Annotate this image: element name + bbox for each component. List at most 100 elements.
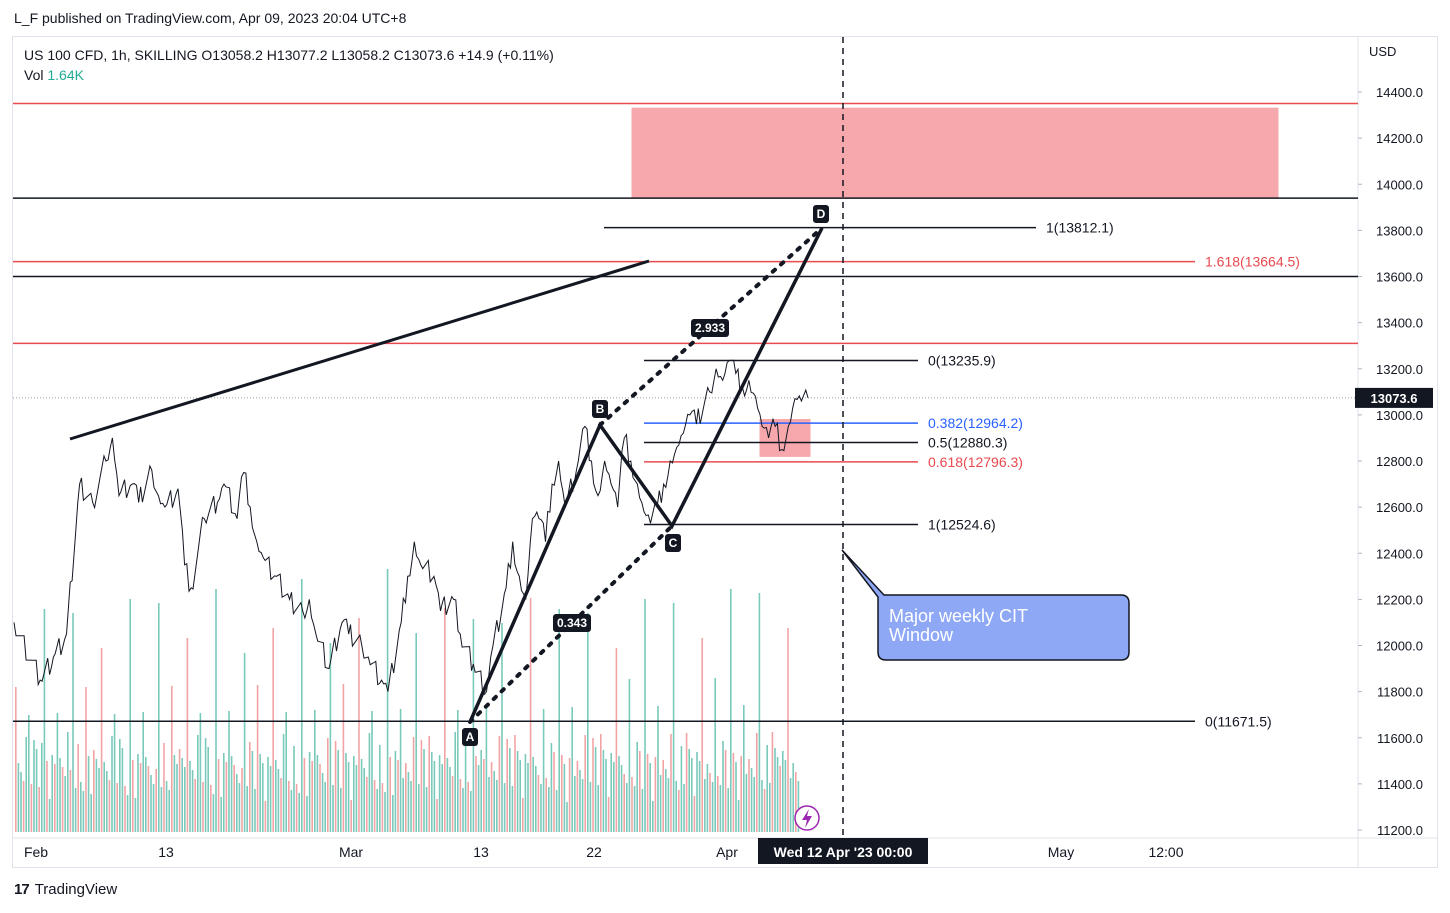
chart-frame [12,36,1438,868]
tradingview-logo[interactable]: 17 TradingView [14,881,117,898]
fib-level-label: 0.382(12964.2) [928,415,1023,431]
volume-bar [48,799,51,832]
tradingview-logo-text: TradingView [34,881,118,898]
volume-bar [228,711,230,832]
volume-bar [431,752,433,832]
volume-bar [137,754,139,832]
trend-line [69,259,650,441]
volume-bar [514,735,516,832]
volume-bar [548,787,550,832]
volume-bar [722,741,724,832]
volume-bar [150,775,152,832]
price-axis-tick: 12600.0 [1376,500,1423,515]
volume-bar [477,765,480,832]
volume-bar [46,761,48,832]
tradingview-logo-icon: 17 [14,881,30,898]
volume-bar [145,757,147,832]
volume-bar [623,774,625,832]
volume-bar [124,786,126,832]
time-axis-tick: 13 [158,844,174,860]
volume-bar [763,789,766,832]
volume-bar [353,756,355,832]
pullback-zone [759,418,811,457]
volume-bar [319,764,321,832]
volume-bar [631,777,633,832]
volume-bar [480,750,482,832]
volume-bar [615,648,618,832]
volume-bar [116,783,118,832]
volume-bar [316,755,319,832]
volume-bar [501,623,503,832]
volume-bar [423,749,425,832]
volume-bar [134,798,137,832]
volume-bar [420,740,423,832]
volume-bar [589,782,592,832]
fib-level-label: 0(11671.5) [1205,713,1272,729]
volume-bar [77,744,79,832]
volume-bar [735,762,737,832]
volume-bar [173,755,176,832]
volume-bar [217,759,220,832]
volume-bar [509,748,511,832]
volume-bar [329,643,332,832]
volume-bar [626,783,628,832]
volume-bar [259,754,261,832]
fib-level-label: 0.618(12796.3) [928,454,1023,470]
time-axis-tick: 13 [473,844,489,860]
volume-bar [202,782,204,832]
volume-bar [462,788,464,832]
volume-bar [644,599,646,832]
volume-bar [28,715,30,832]
price-axis-tick: 12200.0 [1376,592,1423,607]
pattern-point-badge [665,534,681,552]
volume-bar [189,761,191,832]
volume-bar [147,766,150,832]
cit-window-callout-text: Major weekly CIT [889,606,1028,626]
volume-bar [407,772,410,832]
volume-label: Vol [24,67,44,83]
volume-bar [321,773,324,832]
volume-bar [436,799,438,832]
volume-bar [103,762,105,832]
volume-bar [389,757,391,832]
volume-bar [558,609,560,832]
volume-bar [277,769,280,832]
volume-bar [25,737,27,832]
volume-bar [285,712,287,832]
price-axis-tick: 12000.0 [1376,639,1423,654]
volume-bar [405,763,407,832]
volume-bar [665,769,667,832]
volume-bar [207,747,209,832]
volume-bar [542,709,545,832]
price-axis-tick: 14200.0 [1376,131,1423,146]
volume-bar [233,765,235,832]
volume-bar [579,770,581,832]
volume-bar [163,743,165,832]
symbol-ohlc-line[interactable]: US 100 CFD, 1h, SKILLING O13058.2 H13077… [24,47,554,63]
volume-legend: Vol 1.64K [24,65,554,85]
volume-bar [178,749,181,832]
volume-bar [236,774,238,832]
volume-bar [659,775,662,832]
volume-bar [576,761,579,832]
volume-bar [160,787,163,832]
volume-bar [67,732,69,832]
volume-bar [171,686,173,832]
volume-bar [535,766,537,832]
volume-bar [22,781,25,832]
volume-bar [639,751,641,832]
volume-bar [433,761,436,832]
volume-bar [35,749,38,832]
volume-bar [106,771,108,832]
volume-bar [618,756,620,832]
volume-bar [376,789,378,832]
volume-bar [306,796,308,832]
abcd-pattern-lines [468,227,824,723]
volume-bar [727,788,729,832]
volume-bar [181,758,183,832]
volume-bar [498,736,501,832]
volume-bar [194,779,196,832]
price-axis-tick: 12800.0 [1376,454,1423,469]
volume-bar [672,603,675,832]
